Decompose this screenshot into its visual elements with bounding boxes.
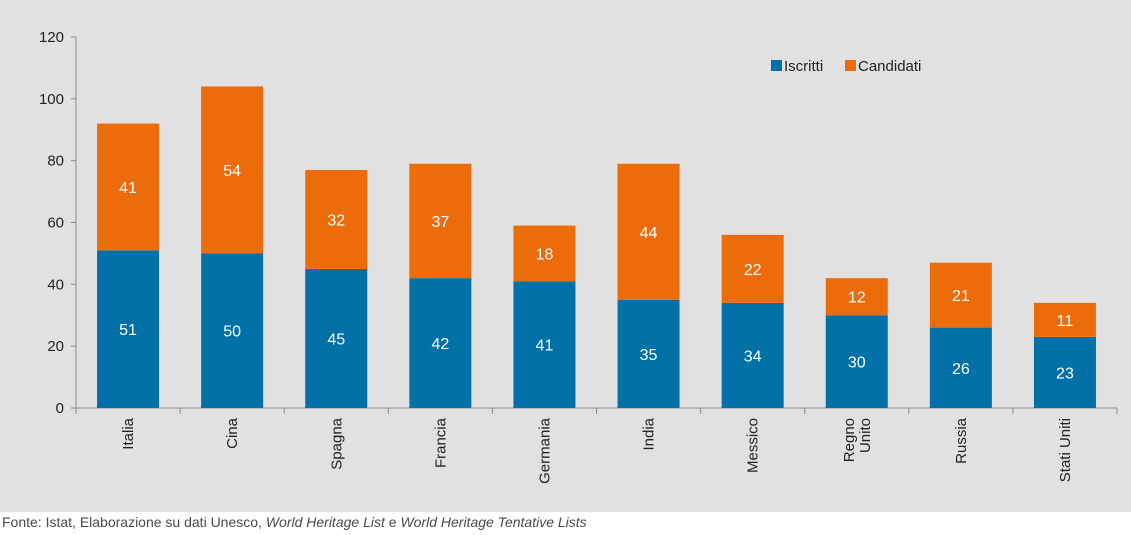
bar-candidati [617,163,680,300]
x-tick-label-line: Germania [536,417,553,484]
bar-candidati [201,86,264,254]
data-label: 54 [223,163,241,180]
bar-iscritti [825,315,888,408]
bar-iscritti [721,302,784,408]
data-label: 44 [640,225,658,242]
source-prefix: Fonte: Istat, Elaborazione su dati Unesc… [2,514,266,530]
x-tick-label: Francia [432,417,449,468]
data-label: 35 [640,347,658,364]
legend-swatch-iscritti [771,60,782,71]
x-tick-label: Spagna [328,417,345,469]
data-label: 18 [536,246,554,263]
data-label: 41 [119,180,137,197]
bar-candidati [825,278,888,316]
source-joiner: e [384,514,401,530]
bar-candidati [1033,302,1096,337]
data-label: 23 [1056,365,1074,382]
x-tick-label: Messico [745,418,762,473]
data-label: 42 [431,336,449,353]
y-tick-label: 100 [39,91,64,108]
chart-panel: 0 20 40 60 80 100 120 51 41 Italia 50 54 Cina 45 32 Spa… [0,0,1131,512]
data-label: 51 [119,322,137,339]
bar-iscritti [617,299,680,408]
x-tick-label-line: Messico [745,418,762,473]
x-tick-label: Italia [120,417,137,449]
y-tick-label: 120 [39,29,64,46]
bar-candidati [721,234,784,303]
data-label: 32 [327,212,345,229]
x-tick-label-line: Unito [857,418,874,453]
x-tick-label-line: Regno [841,418,858,462]
x-tick-label: Stati Uniti [1057,418,1074,482]
bar-iscritti [201,253,264,408]
x-tick-label-line: India [641,417,658,450]
bar-candidati [513,225,576,282]
bar-candidati [305,169,368,269]
bar-iscritti [409,278,472,408]
source-note: Fonte: Istat, Elaborazione su dati Unesc… [2,514,587,530]
y-tick-label: 0 [56,400,64,417]
bar-iscritti [1033,336,1096,408]
data-label: 11 [1057,313,1074,330]
bar-iscritti [97,250,160,408]
source-list-2: World Heritage Tentative Lists [400,514,587,530]
data-label: 45 [327,331,345,348]
y-tick-label: 40 [47,276,64,293]
legend-swatch-candidati [845,60,856,71]
y-tick-label: 60 [47,215,64,232]
data-label: 34 [744,348,762,365]
x-tick-label: Russia [953,417,970,464]
bar-candidati [97,123,160,251]
stacked-bar-chart: 0 20 40 60 80 100 120 51 41 Italia 50 54 Cina 45 32 Spa… [39,29,1118,484]
data-label: 12 [848,290,866,307]
data-label: 26 [952,361,970,378]
x-tick-label: RegnoUnito [841,418,874,462]
data-label: 30 [848,355,866,372]
bar-iscritti [305,268,368,408]
data-label: 21 [952,288,970,305]
bar-candidati [409,163,472,279]
x-tick-label-line: Italia [120,417,137,449]
x-tick-label-line: Cina [224,417,241,449]
x-tick-label: India [641,417,658,450]
x-tick-label-line: Francia [432,417,449,468]
bar-candidati [929,262,992,328]
data-label: 50 [223,324,241,341]
data-label: 41 [536,338,554,355]
bar-iscritti [929,327,992,408]
x-tick-label: Germania [536,417,553,484]
data-label: 37 [431,214,449,231]
legend-label-iscritti: Iscritti [784,58,823,75]
x-tick-label-line: Spagna [328,417,345,469]
y-tick-label: 80 [47,153,64,170]
data-label: 22 [744,262,762,279]
x-tick-label-line: Russia [953,417,970,464]
bar-iscritti [513,281,576,408]
legend-label-candidati: Candidati [858,58,921,75]
y-tick-label: 20 [47,338,64,355]
x-tick-label-line: Stati Uniti [1057,418,1074,482]
source-list-1: World Heritage List [265,514,385,530]
x-tick-label: Cina [224,417,241,449]
